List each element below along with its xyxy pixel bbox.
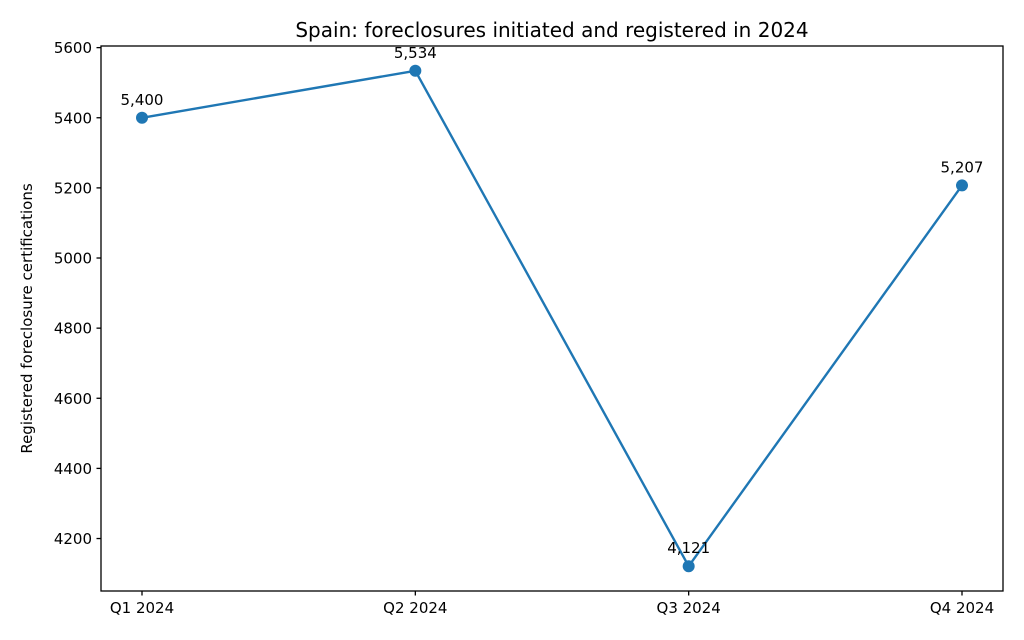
plot-border [100, 45, 1004, 592]
y-tick-label: 4200 [54, 530, 92, 548]
series-polyline [140, 69, 964, 568]
data-point [682, 560, 695, 573]
y-tick-label: 5200 [54, 179, 92, 197]
x-tick-label: Q1 2024 [110, 599, 174, 617]
data-point [956, 179, 968, 192]
y-axis-ticks: 4200 4400 4600 4800 5000 5200 5400 5600 [54, 39, 101, 548]
x-axis-ticks: Q1 2024 Q2 2024 Q3 2024 Q4 2024 [110, 591, 994, 617]
y-tick-label: 5600 [54, 39, 92, 57]
data-point-value-label: 5,534 [394, 44, 437, 62]
chart-title: Spain: foreclosures initiated and regist… [295, 18, 808, 42]
data-point [136, 111, 148, 124]
data-point-value-label: 4,121 [667, 539, 710, 557]
y-tick-label: 4400 [54, 460, 92, 478]
data-point-value-label: 5,207 [941, 158, 984, 176]
data-point-markers [136, 64, 968, 573]
data-series-line [140, 69, 964, 568]
data-point [409, 64, 422, 77]
y-tick-label: 4600 [54, 390, 92, 408]
data-point-value-label: 5,400 [121, 91, 164, 109]
y-tick-label: 4800 [54, 320, 92, 338]
x-tick-label: Q3 2024 [657, 599, 721, 617]
y-tick-label: 5400 [54, 109, 92, 127]
y-tick-label: 5000 [54, 250, 92, 268]
y-axis-label: Registered foreclosure certifications [18, 183, 36, 454]
x-tick-label: Q2 2024 [383, 599, 447, 617]
x-tick-label: Q4 2024 [930, 599, 994, 617]
data-point-labels: 5,400 5,534 4,121 5,207 [121, 44, 984, 557]
